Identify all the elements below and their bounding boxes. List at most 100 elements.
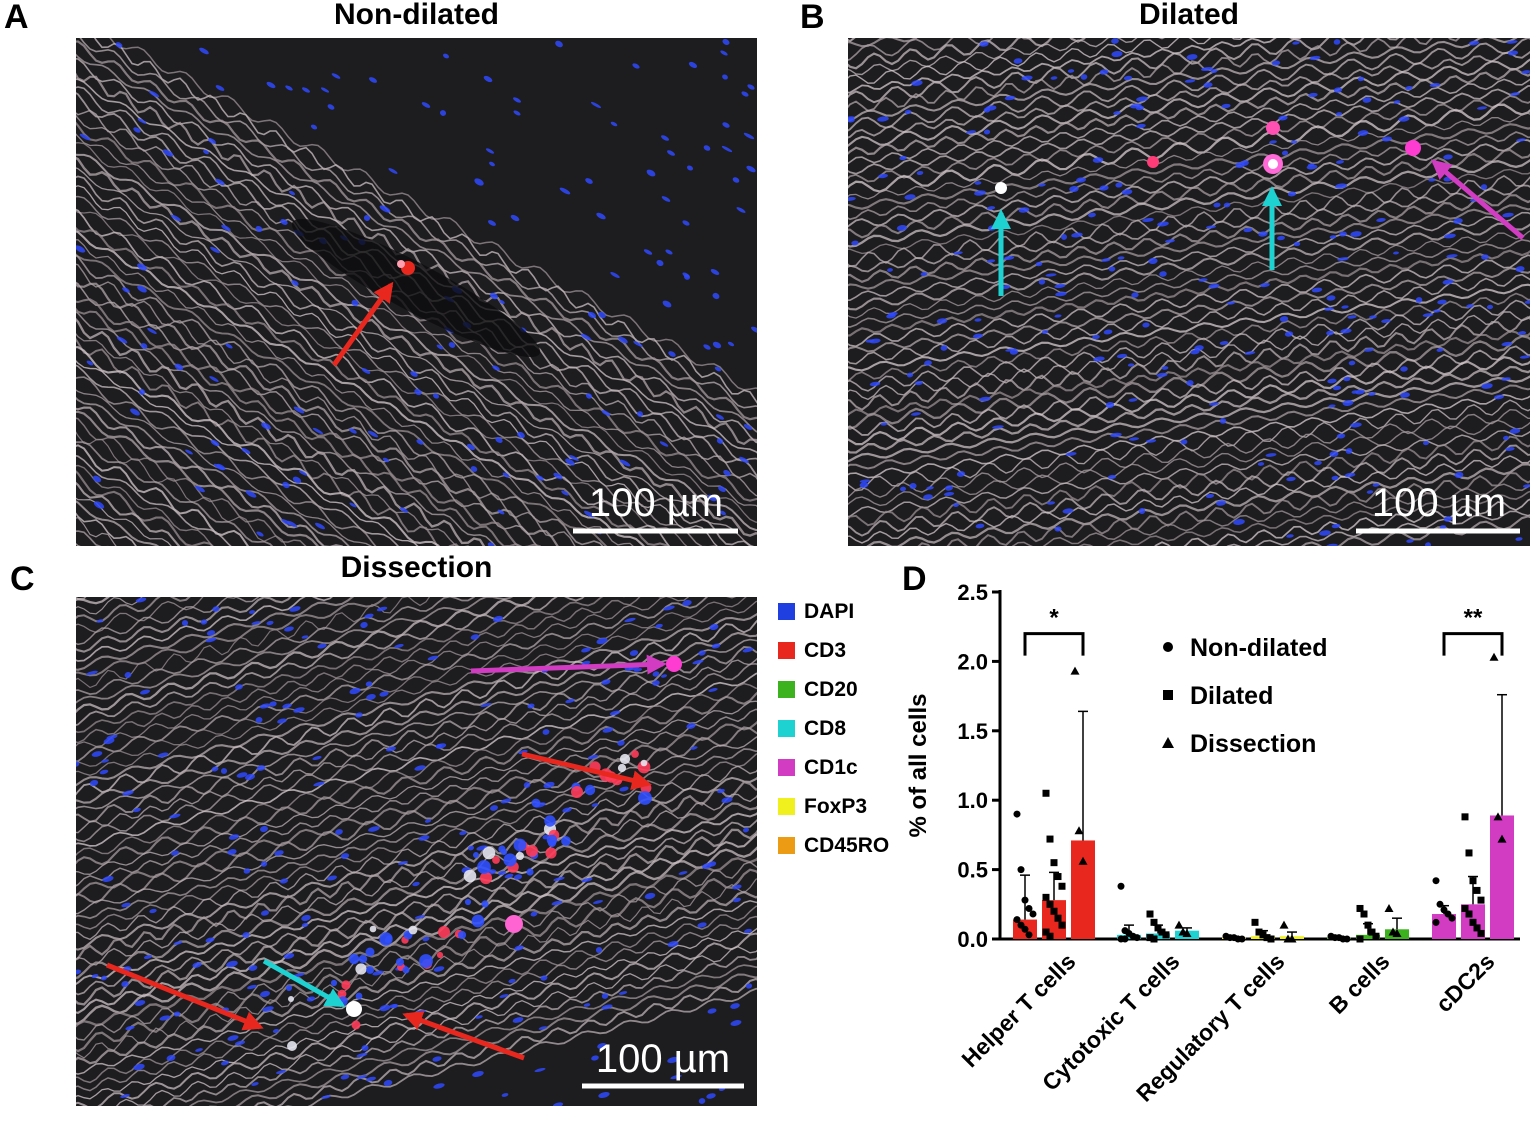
data-point-dilated: [1046, 932, 1054, 940]
collagen-fiber: [848, 38, 1302, 94]
dapi-nucleus: [416, 439, 424, 445]
dapi-nucleus: [1328, 404, 1336, 408]
collagen-fiber: [76, 333, 470, 546]
dapi-nucleus: [1287, 191, 1297, 197]
dapi-nucleus: [983, 129, 991, 135]
dapi-nucleus: [667, 940, 679, 948]
collagen-fiber: [76, 700, 757, 875]
dapi-nucleus: [552, 1102, 564, 1106]
dapi-nucleus: [670, 1074, 682, 1080]
y-tick-label: 2.5: [957, 580, 988, 605]
dapi-nucleus: [242, 932, 250, 938]
collagen-fiber: [1125, 498, 1530, 546]
infiltrating-cell: [640, 759, 648, 767]
dapi-nucleus: [1509, 428, 1521, 434]
infiltrating-cell: [379, 932, 393, 946]
dapi-nucleus: [367, 430, 379, 438]
panel-letter-a: A: [4, 0, 29, 36]
dapi-nucleus: [499, 994, 509, 998]
dapi-nucleus: [320, 87, 330, 93]
dapi-nucleus: [414, 914, 426, 920]
dapi-nucleus: [86, 670, 98, 676]
data-point-dilated: [1364, 921, 1372, 929]
dapi-nucleus: [130, 408, 140, 416]
dapi-nucleus: [720, 510, 726, 516]
infiltrating-cell: [436, 951, 444, 959]
data-point-non-dilated: [1021, 925, 1029, 933]
dapi-nucleus: [877, 116, 889, 122]
stain-legend-item: CD3: [778, 631, 889, 670]
dapi-nucleus: [1210, 68, 1218, 74]
cd1c-positive-cell: [1405, 140, 1421, 156]
dapi-nucleus: [195, 485, 205, 493]
dapi-nucleus: [1041, 330, 1049, 334]
dapi-nucleus: [298, 470, 308, 476]
dapi-nucleus: [1350, 231, 1362, 237]
data-point-non-dilated: [1448, 914, 1456, 922]
dapi-nucleus: [1116, 353, 1128, 359]
collagen-fiber: [76, 812, 757, 986]
dapi-nucleus: [859, 482, 869, 488]
dapi-nucleus: [1376, 218, 1386, 222]
dapi-nucleus: [173, 941, 183, 945]
dapi-nucleus: [125, 1025, 135, 1031]
dapi-nucleus: [1123, 75, 1133, 81]
dapi-nucleus: [1332, 385, 1342, 391]
dapi-nucleus: [553, 472, 563, 480]
dapi-nucleus: [1127, 363, 1135, 367]
significance-bracket: [1023, 632, 1085, 656]
dapi-nucleus: [368, 826, 380, 832]
collagen-fiber: [848, 375, 1530, 463]
arrow-cd8: [262, 958, 346, 1008]
dapi-nucleus: [1067, 69, 1075, 73]
collagen-fiber: [76, 597, 514, 704]
dapi-nucleus: [288, 190, 296, 196]
arrow-cd3-upper: [521, 751, 652, 791]
dapi-nucleus: [848, 196, 856, 202]
dapi-nucleus: [534, 1067, 546, 1073]
infiltrating-cell: [402, 966, 410, 974]
dapi-nucleus: [610, 272, 620, 278]
dapi-nucleus: [302, 87, 310, 93]
cd8-positive-cell: [346, 1001, 362, 1017]
data-point-dissection: [1392, 928, 1402, 937]
dapi-nucleus: [1350, 422, 1362, 428]
dapi-nucleus: [192, 962, 202, 968]
collagen-fiber: [76, 226, 669, 546]
dapi-nucleus: [926, 486, 934, 490]
dapi-nucleus: [741, 91, 749, 97]
dapi-nucleus: [1001, 284, 1011, 290]
dapi-nucleus: [739, 456, 749, 464]
bar-cdc2s-dissection: [1490, 815, 1514, 939]
collagen-fiber: [76, 708, 757, 887]
dapi-nucleus: [1341, 305, 1349, 309]
dapi-nucleus: [133, 807, 141, 813]
dapi-nucleus: [1260, 282, 1270, 288]
collagen-fiber: [76, 441, 274, 546]
dapi-nucleus: [1517, 331, 1527, 335]
collagen-fiber: [76, 597, 355, 671]
dapi-nucleus: [116, 336, 128, 344]
dapi-nucleus: [1038, 279, 1046, 285]
cd1c-positive-cell: [666, 656, 682, 672]
collagen-fiber: [76, 597, 333, 662]
dapi-nucleus: [1366, 490, 1374, 494]
dapi-nucleus: [542, 729, 550, 735]
dapi-nucleus: [508, 978, 516, 984]
collagen-fiber: [848, 123, 1530, 210]
dapi-nucleus: [1342, 400, 1354, 406]
dapi-nucleus: [349, 428, 357, 434]
dapi-nucleus: [490, 292, 498, 300]
dapi-nucleus: [1326, 330, 1334, 336]
collagen-fiber: [76, 142, 757, 523]
stain-label-cd8: CD8: [804, 716, 847, 740]
dapi-nucleus: [624, 617, 636, 623]
dapi-nucleus: [1284, 331, 1294, 337]
dapi-nucleus: [559, 187, 571, 195]
infiltrating-cell: [330, 979, 338, 987]
dapi-nucleus: [591, 803, 599, 807]
dapi-nucleus: [468, 845, 474, 851]
collagen-fiber: [76, 417, 307, 546]
dapi-nucleus: [565, 458, 575, 466]
dapi-nucleus: [1347, 315, 1357, 319]
